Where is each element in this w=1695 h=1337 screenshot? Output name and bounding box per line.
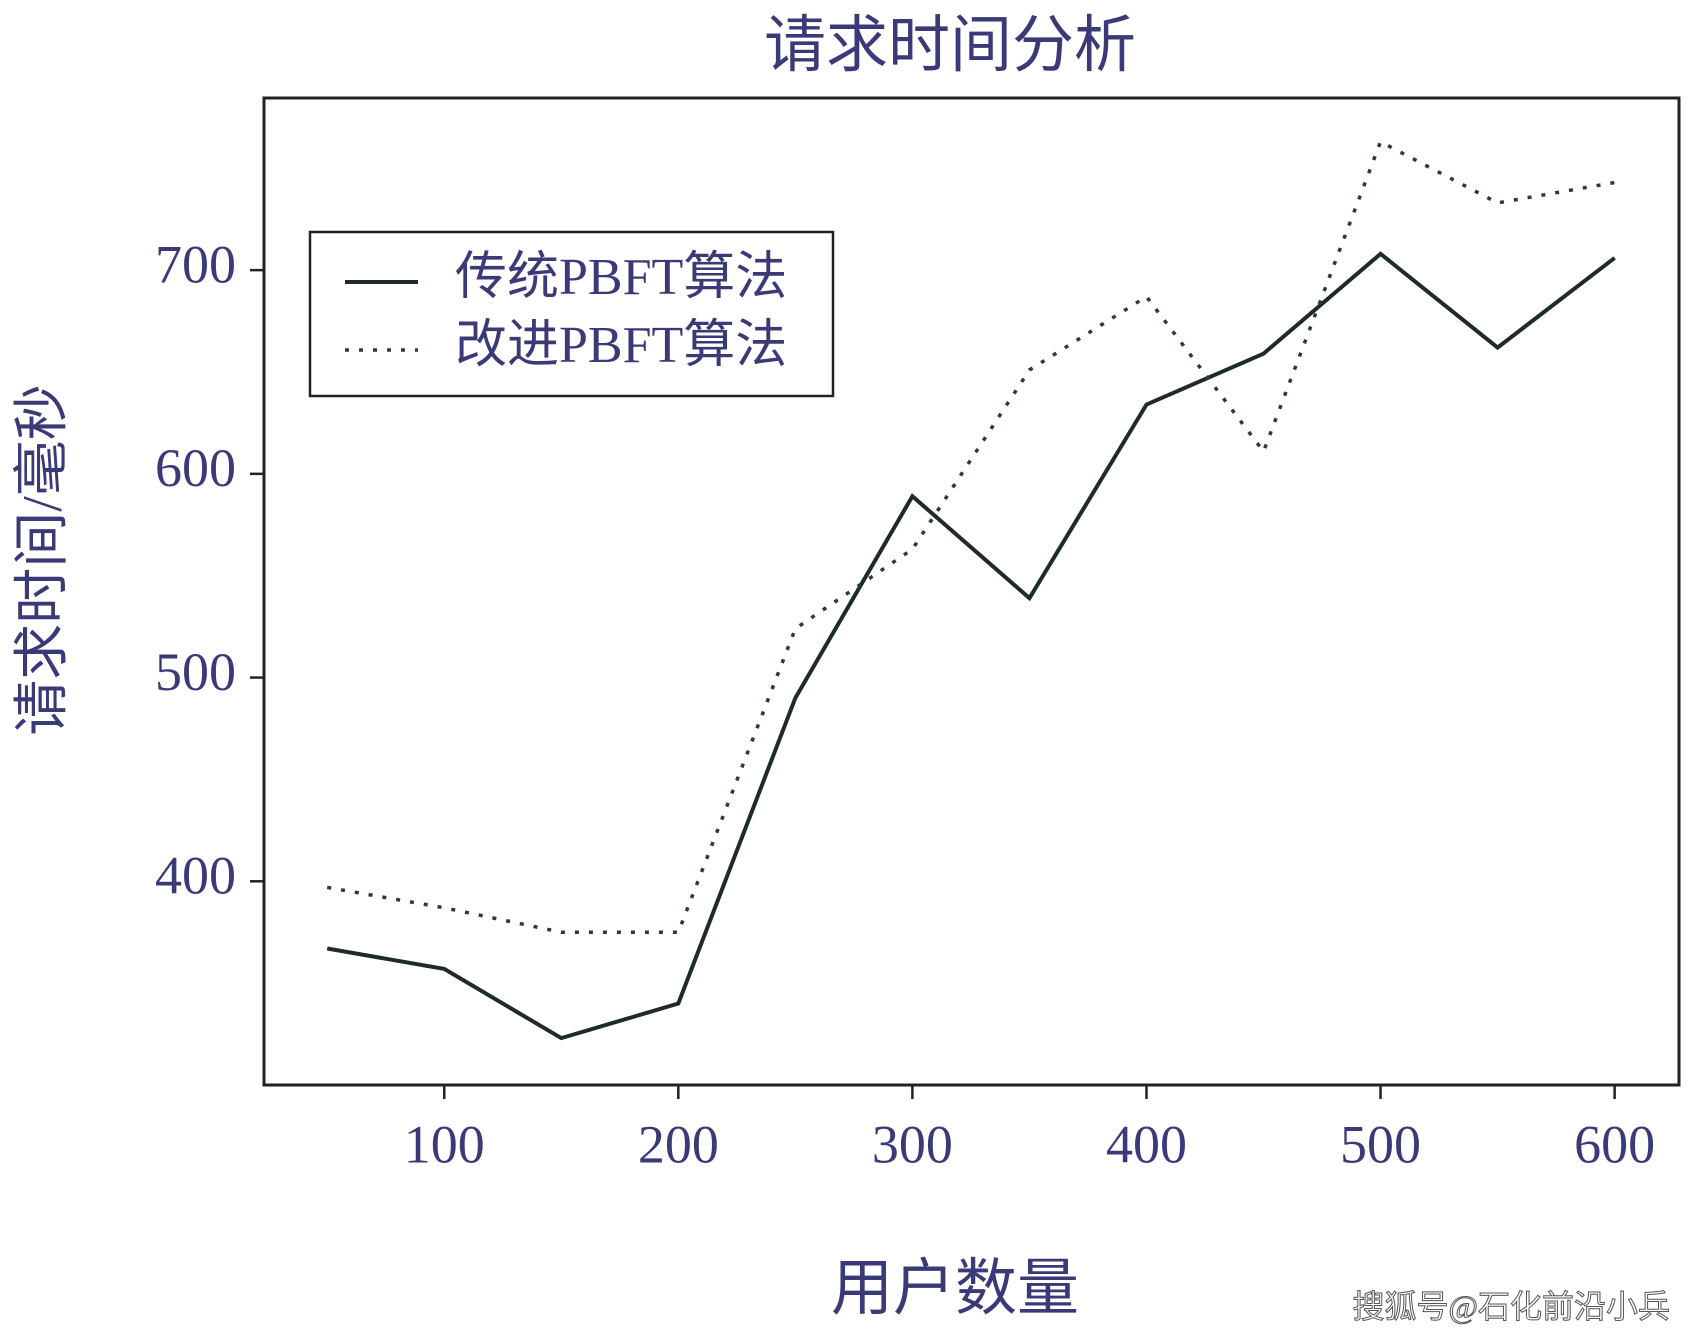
x-axis-label: 用户数量 (831, 1255, 1079, 1323)
x-tick-label: 500 (1340, 1114, 1421, 1174)
legend-label: 改进PBFT算法 (455, 317, 787, 374)
series-line (326, 251, 1616, 1041)
x-tick-label: 300 (872, 1114, 953, 1174)
legend-box (308, 230, 835, 398)
y-axis-label: 请求时间/毫秒 (12, 384, 74, 736)
chart-title: 请求时间分析 (764, 12, 1136, 80)
y-tick-label: 700 (155, 235, 236, 295)
y-tick-label: 600 (155, 438, 236, 498)
legend-label: 传统PBFT算法 (455, 249, 787, 306)
x-tick-label: 600 (1574, 1114, 1655, 1174)
x-tick-label: 200 (638, 1114, 719, 1174)
plot-frame (262, 96, 1681, 1087)
x-tick-label: 400 (1106, 1114, 1187, 1174)
watermark: 搜狐号@石化前沿小兵 (1353, 1288, 1670, 1324)
y-tick-label: 500 (155, 642, 236, 702)
x-tick-label: 100 (404, 1114, 485, 1174)
y-tick-label: 400 (155, 846, 236, 906)
